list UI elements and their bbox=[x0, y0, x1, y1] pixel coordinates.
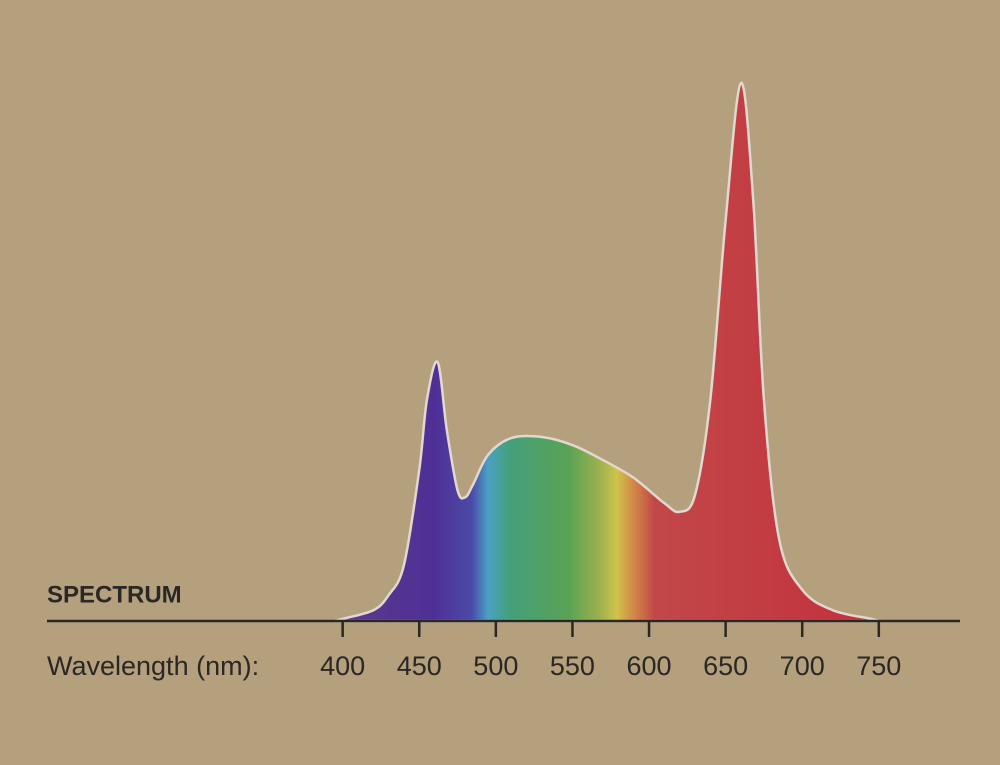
x-tick-label: 700 bbox=[780, 651, 825, 681]
x-tick-label: 650 bbox=[703, 651, 748, 681]
x-tick-label: 400 bbox=[320, 651, 365, 681]
x-tick-label: 450 bbox=[397, 651, 442, 681]
x-tick-label: 600 bbox=[626, 651, 671, 681]
spectrum-area bbox=[333, 81, 881, 623]
x-tick-label: 750 bbox=[856, 651, 901, 681]
chart-title: SPECTRUM bbox=[47, 581, 182, 608]
x-axis-label: Wavelength (nm): bbox=[47, 651, 259, 681]
x-tick-label: 550 bbox=[550, 651, 595, 681]
x-tick-label: 500 bbox=[473, 651, 518, 681]
